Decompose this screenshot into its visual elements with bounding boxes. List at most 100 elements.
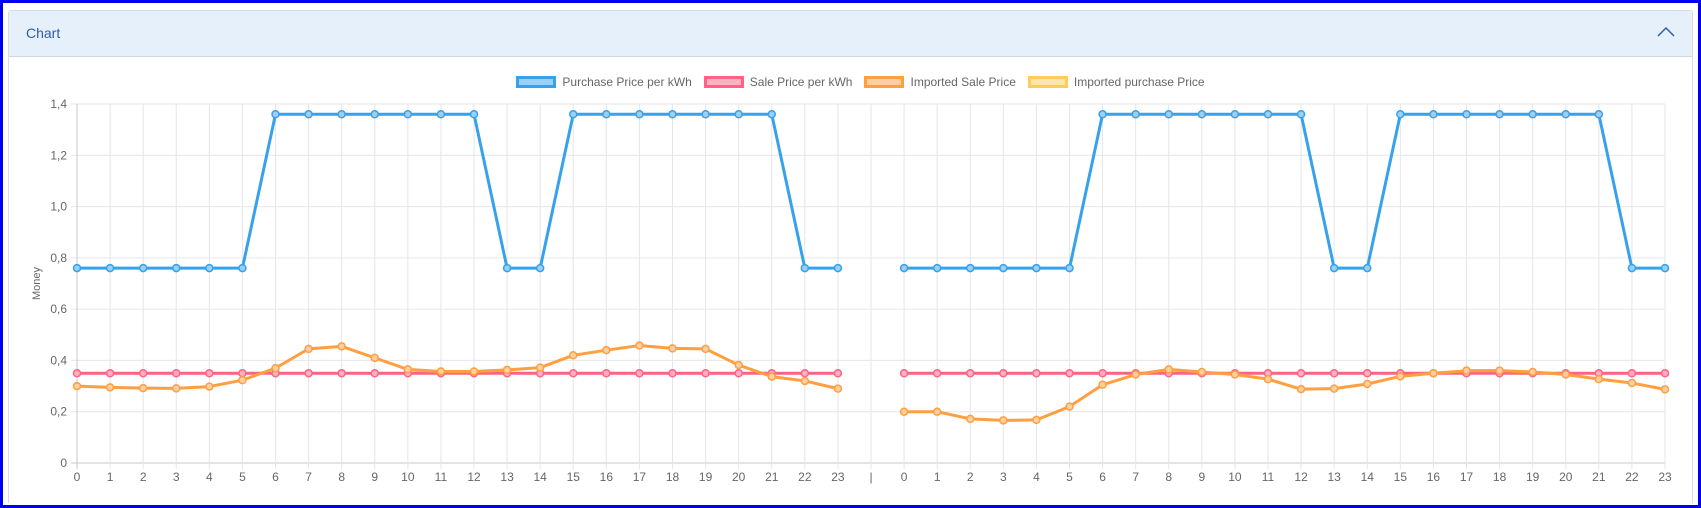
data-point[interactable] (1164, 110, 1173, 119)
chevron-up-icon[interactable] (1656, 25, 1676, 39)
data-point[interactable] (701, 369, 710, 378)
data-point[interactable] (535, 263, 545, 273)
data-point[interactable] (1131, 370, 1140, 379)
legend-item-imported-purchase-price[interactable]: Imported purchase Price (1027, 75, 1205, 89)
data-point[interactable] (72, 263, 82, 273)
data-point[interactable] (966, 263, 975, 273)
legend-item-purchase-price[interactable]: Purchase Price per kWh (516, 75, 692, 89)
data-point[interactable] (1197, 110, 1207, 119)
data-point[interactable] (370, 369, 379, 378)
data-point[interactable] (767, 110, 776, 119)
data-point[interactable] (966, 414, 975, 424)
data-point[interactable] (436, 367, 446, 376)
data-point[interactable] (1065, 263, 1074, 273)
data-point[interactable] (469, 110, 479, 119)
data-point[interactable] (271, 110, 280, 119)
data-point[interactable] (1296, 369, 1306, 378)
data-point[interactable] (734, 369, 743, 378)
data-point[interactable] (1329, 263, 1339, 273)
data-point[interactable] (999, 369, 1008, 378)
data-point[interactable] (370, 110, 379, 119)
data-point[interactable] (72, 369, 82, 378)
data-point[interactable] (1098, 380, 1107, 390)
data-point[interactable] (304, 369, 313, 378)
data-point[interactable] (635, 369, 644, 378)
data-point[interactable] (1462, 366, 1471, 375)
data-point[interactable] (337, 342, 346, 351)
data-point[interactable] (932, 407, 942, 416)
data-point[interactable] (602, 345, 611, 355)
data-point[interactable] (1660, 263, 1670, 273)
data-point[interactable] (1429, 110, 1438, 119)
data-point[interactable] (569, 110, 578, 119)
data-point[interactable] (172, 369, 181, 378)
data-point[interactable] (1296, 110, 1306, 119)
data-point[interactable] (304, 110, 313, 119)
data-point[interactable] (1627, 378, 1637, 388)
data-point[interactable] (833, 263, 843, 273)
panel-header[interactable]: Chart (9, 11, 1692, 57)
data-point[interactable] (602, 369, 611, 378)
legend-item-imported-sale-price[interactable]: Imported Sale Price (864, 75, 1016, 89)
data-point[interactable] (1230, 370, 1240, 379)
data-point[interactable] (734, 110, 743, 119)
data-point[interactable] (800, 376, 810, 386)
legend-item-sale-price[interactable]: Sale Price per kWh (703, 75, 852, 89)
data-point[interactable] (1594, 110, 1604, 119)
data-point[interactable] (1561, 370, 1570, 379)
data-point[interactable] (701, 344, 710, 354)
data-point[interactable] (1263, 374, 1273, 384)
data-point[interactable] (701, 110, 710, 119)
data-point[interactable] (271, 363, 280, 373)
data-point[interactable] (1561, 110, 1570, 119)
data-point[interactable] (72, 381, 82, 391)
data-point[interactable] (105, 369, 115, 378)
data-point[interactable] (172, 384, 181, 393)
data-point[interactable] (800, 369, 810, 378)
data-point[interactable] (1197, 367, 1207, 377)
data-point[interactable] (1660, 369, 1670, 378)
data-point[interactable] (138, 263, 148, 273)
data-point[interactable] (635, 341, 644, 350)
data-point[interactable] (1065, 369, 1074, 378)
data-point[interactable] (1032, 263, 1041, 273)
data-point[interactable] (502, 263, 512, 273)
data-point[interactable] (1131, 110, 1140, 119)
data-point[interactable] (932, 263, 942, 273)
data-point[interactable] (1594, 374, 1604, 384)
data-point[interactable] (999, 263, 1008, 273)
data-point[interactable] (1528, 110, 1537, 119)
data-point[interactable] (1363, 379, 1372, 389)
data-point[interactable] (602, 110, 611, 119)
data-point[interactable] (1495, 366, 1504, 375)
data-point[interactable] (635, 110, 644, 119)
data-point[interactable] (105, 263, 115, 273)
data-point[interactable] (1329, 384, 1339, 393)
data-point[interactable] (569, 351, 578, 360)
data-point[interactable] (966, 369, 975, 378)
data-point[interactable] (535, 363, 545, 372)
data-point[interactable] (436, 110, 446, 119)
data-point[interactable] (403, 110, 413, 119)
data-point[interactable] (833, 384, 843, 393)
data-point[interactable] (1032, 369, 1041, 378)
data-point[interactable] (238, 375, 247, 385)
data-point[interactable] (205, 382, 214, 391)
data-point[interactable] (205, 369, 214, 378)
data-point[interactable] (1296, 384, 1306, 394)
data-point[interactable] (1462, 110, 1471, 119)
data-point[interactable] (899, 263, 909, 273)
data-point[interactable] (1660, 385, 1670, 394)
data-point[interactable] (899, 369, 909, 378)
data-point[interactable] (469, 367, 479, 376)
data-point[interactable] (1396, 110, 1405, 119)
data-point[interactable] (1495, 110, 1504, 119)
data-point[interactable] (1627, 263, 1637, 273)
data-point[interactable] (172, 263, 181, 273)
data-point[interactable] (138, 383, 148, 393)
data-point[interactable] (1065, 402, 1074, 411)
data-point[interactable] (1098, 369, 1107, 378)
data-point[interactable] (1627, 369, 1637, 378)
data-point[interactable] (1363, 369, 1372, 378)
data-point[interactable] (502, 365, 512, 375)
